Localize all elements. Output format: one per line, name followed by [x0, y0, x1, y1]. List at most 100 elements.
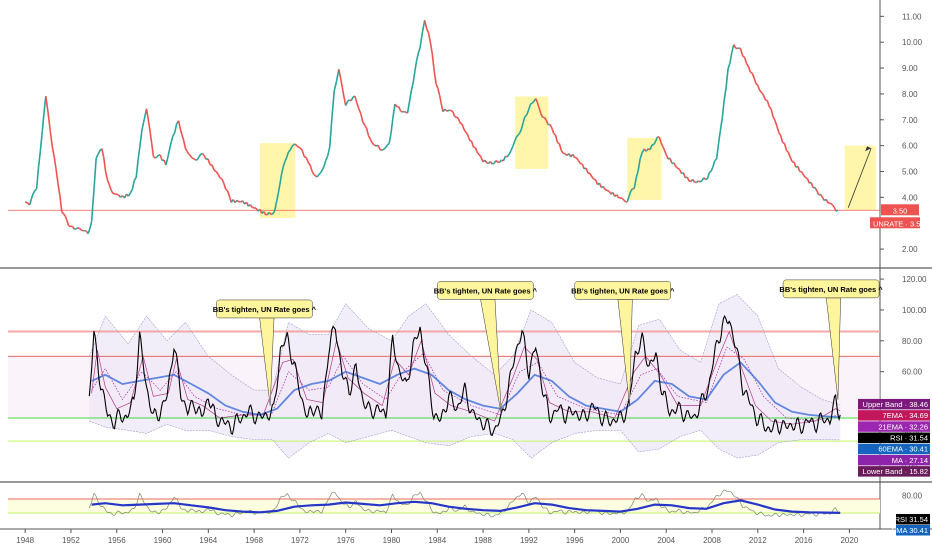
- price-candle: [35, 167, 40, 189]
- annotation-callout-1[interactable]: BB's tighten, UN Rate goes ^: [213, 299, 317, 406]
- price-candle: [311, 170, 315, 175]
- price-candle: [390, 116, 394, 133]
- price-candle: [270, 213, 274, 216]
- price-candle: [589, 172, 593, 178]
- osc-rsi-line[interactable]: [88, 489, 841, 518]
- price-candle: [350, 96, 354, 102]
- price-candle: [412, 70, 416, 83]
- last-value-tag: [881, 204, 919, 216]
- price-candle: [226, 190, 231, 197]
- time-tick-label: 1972: [291, 536, 309, 545]
- highlight-box-3[interactable]: [627, 137, 662, 200]
- price-candle: [234, 199, 238, 204]
- price-candle: [765, 99, 768, 102]
- price-candle: [53, 156, 57, 170]
- price-candle: [654, 136, 659, 142]
- price-candle: [341, 87, 345, 98]
- price-candle: [505, 155, 508, 158]
- price-candle: [314, 175, 318, 178]
- price-candle: [645, 148, 649, 152]
- price-candle: [635, 170, 639, 179]
- price-candle: [95, 153, 99, 159]
- price-candle: [470, 140, 475, 148]
- price-candle: [484, 159, 488, 164]
- price-candle: [326, 147, 331, 156]
- price-candle: [543, 116, 547, 121]
- rsi-small-chart[interactable]: [8, 489, 880, 518]
- price-candle: [344, 101, 349, 106]
- price-candle: [506, 153, 511, 158]
- price-candle: [585, 167, 589, 174]
- ema60-line[interactable]: [91, 361, 841, 419]
- value-tag-rsi: [858, 432, 930, 444]
- ema21-line[interactable]: [91, 346, 841, 422]
- price-candle: [536, 102, 540, 109]
- price-candle: [831, 204, 835, 208]
- price-candle: [358, 108, 362, 115]
- upper-band-line[interactable]: [89, 294, 841, 406]
- price-candle: [360, 113, 364, 123]
- price-candle: [685, 176, 688, 179]
- price-candle: [392, 104, 396, 118]
- price-candle: [172, 132, 176, 137]
- price-candle: [524, 114, 528, 118]
- price-candle: [715, 143, 720, 160]
- annotation-text: BB's tighten, UN Rate goes ^: [779, 285, 883, 294]
- price-candle: [558, 143, 563, 151]
- price-candle: [104, 171, 109, 181]
- rsi-tick-label: 80.00: [902, 337, 923, 346]
- price-candle: [753, 77, 757, 84]
- price-candle: [806, 178, 811, 184]
- price-candle: [526, 109, 530, 116]
- price-candle: [110, 189, 114, 194]
- price-candle: [381, 148, 385, 151]
- lower-band-line[interactable]: [89, 420, 841, 459]
- price-candle: [681, 172, 684, 175]
- annotation-text: BB's tighten, UN Rate goes ^: [571, 286, 675, 295]
- price-candle: [182, 140, 187, 149]
- price-candle: [545, 119, 549, 125]
- price-candle: [562, 152, 566, 155]
- price-candle: [678, 169, 683, 174]
- price-candle: [24, 201, 28, 204]
- price-candle: [675, 165, 679, 169]
- price-candle: [201, 153, 205, 157]
- price-candle: [116, 193, 119, 196]
- annotation-callout-4[interactable]: BB's tighten, UN Rate goes ^: [779, 279, 883, 400]
- price-candle: [425, 28, 430, 34]
- price-candle: [318, 172, 322, 176]
- price-candle: [93, 158, 97, 192]
- price-candle: [55, 169, 59, 184]
- price-candle: [120, 195, 123, 198]
- price-chart[interactable]: [8, 20, 880, 235]
- rsi-line[interactable]: [88, 314, 841, 436]
- price-candle: [825, 199, 829, 204]
- price-candle: [649, 144, 653, 151]
- price-candle: [196, 156, 200, 161]
- trend-arrow[interactable]: [847, 148, 872, 208]
- price-candle: [30, 193, 34, 199]
- price-candle: [406, 102, 411, 114]
- price-candle: [102, 157, 107, 173]
- osc-ema-line[interactable]: [91, 499, 841, 514]
- price-candle: [750, 71, 753, 74]
- price-candle: [538, 107, 542, 114]
- price-candle: [262, 211, 267, 216]
- price-candle: [179, 128, 183, 136]
- price-candle: [474, 147, 479, 153]
- highlight-box-1[interactable]: [259, 143, 296, 219]
- price-candle: [331, 90, 336, 118]
- price-candle: [287, 149, 291, 153]
- rsi-bollinger-chart[interactable]: BB's tighten, UN Rate goes ^ BB's tighten…: [8, 279, 883, 459]
- annotation-callout-3[interactable]: BB's tighten, UN Rate goes ^: [571, 281, 675, 406]
- time-tick-label: 2020: [840, 536, 858, 545]
- osc-value-tag-ema: [896, 525, 930, 536]
- price-candle: [135, 159, 139, 178]
- price-panel: [0, 0, 880, 267]
- price-candle: [141, 119, 146, 131]
- annotation-callout-2[interactable]: BB's tighten, UN Rate goes ^: [434, 281, 538, 415]
- time-tick-label: 2000: [612, 536, 630, 545]
- price-candle: [733, 44, 737, 49]
- price-candle: [527, 103, 532, 111]
- highlight-box-4[interactable]: [844, 145, 876, 211]
